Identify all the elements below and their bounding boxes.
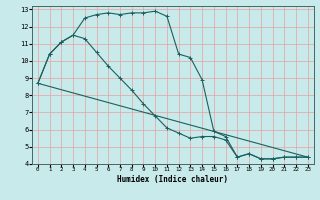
X-axis label: Humidex (Indice chaleur): Humidex (Indice chaleur) (117, 175, 228, 184)
